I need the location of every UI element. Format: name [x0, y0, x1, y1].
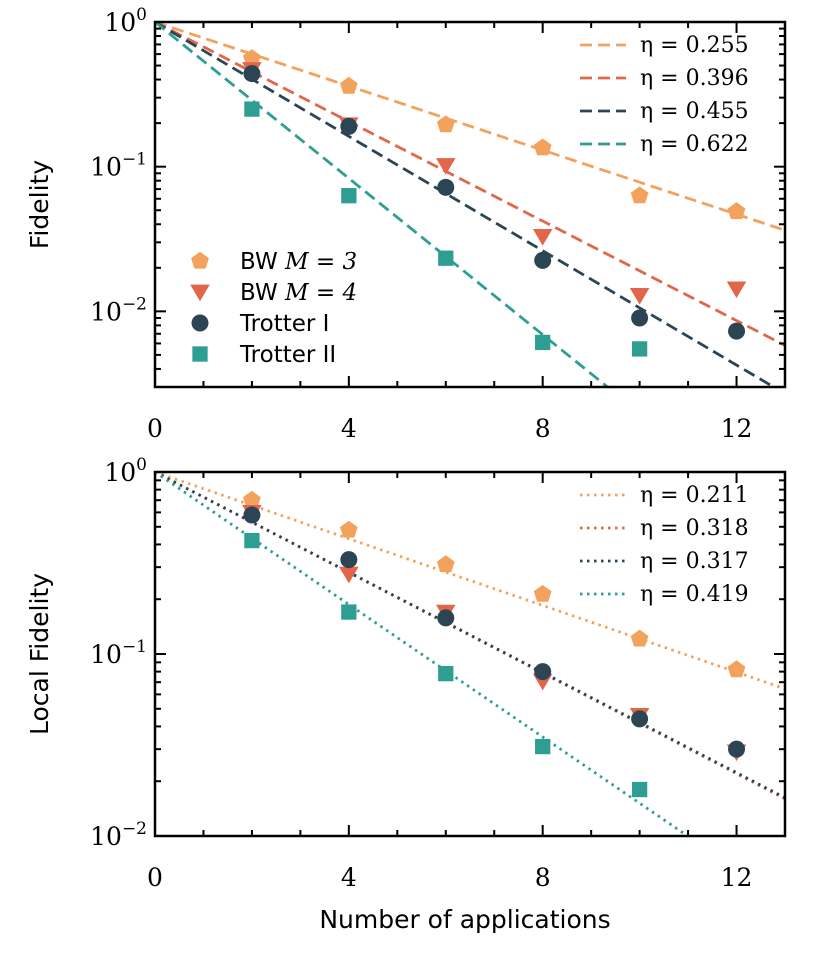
data-point: [437, 609, 455, 627]
data-point: [438, 250, 454, 266]
data-point: [243, 49, 261, 66]
data-point: [534, 663, 552, 681]
series-1: [242, 505, 747, 762]
series-0: [243, 490, 746, 678]
data-point: [534, 251, 552, 269]
legend-series-label-0: BW M = 3: [240, 249, 357, 275]
data-point: [436, 555, 455, 573]
data-point: [243, 490, 261, 508]
legend-marker-1: [190, 284, 210, 302]
data-point: [535, 334, 551, 351]
data-point: [727, 202, 746, 220]
data-point: [631, 781, 648, 798]
data-point: [438, 665, 454, 682]
data-point: [244, 532, 260, 549]
marker-legend: BW M = 3 BW M = 4 Trotter I Trotter II: [190, 249, 357, 368]
data-point: [631, 710, 649, 728]
y-tick-label: 10−2: [90, 294, 147, 326]
x-tick-label: 0: [147, 863, 163, 892]
data-point: [436, 115, 455, 133]
data-point: [340, 117, 358, 135]
data-point: [532, 229, 553, 246]
data-point: [629, 288, 650, 305]
data-point: [341, 188, 357, 204]
fit-line-2: [155, 22, 777, 387]
x-tick-label: 12: [721, 414, 753, 443]
legend-series-label-3: Trotter II: [239, 342, 336, 368]
y-tick-label: 10−1: [90, 637, 147, 669]
data-point: [630, 186, 649, 204]
data-point: [244, 101, 260, 117]
series-3: [244, 532, 648, 798]
legend-label-0: η = 0.211: [640, 483, 749, 508]
legend-label-0: η = 0.255: [640, 33, 749, 58]
data-point: [630, 629, 649, 647]
plot-frame: [153, 20, 787, 389]
data-point: [535, 738, 551, 755]
legend-label-2: η = 0.455: [640, 99, 749, 124]
y-axis-label: Fidelity: [25, 160, 54, 249]
legend-label-2: η = 0.317: [640, 549, 749, 574]
data-point: [340, 551, 358, 569]
legend-series-label-1: BW M = 4: [240, 280, 357, 306]
fit-line-3: [155, 472, 691, 836]
data-point: [533, 584, 552, 602]
x-tick-label: 0: [147, 414, 163, 443]
data-point: [728, 740, 746, 758]
x-tick-label: 4: [341, 863, 357, 892]
x-tick-label: 8: [535, 863, 551, 892]
data-point: [340, 520, 358, 538]
legend-label-1: η = 0.396: [640, 66, 749, 91]
data-point: [340, 76, 358, 94]
y-tick-label: 10−1: [90, 150, 147, 182]
x-tick-label: 4: [341, 414, 357, 443]
series-2: [243, 506, 746, 758]
fit-line-3: [155, 22, 610, 387]
data-point: [243, 65, 261, 83]
y-axis-label: Local Fidelity: [25, 573, 54, 735]
legend-marker-2: [191, 314, 209, 332]
y-tick-label: 100: [104, 5, 147, 37]
fit-lines: [155, 472, 785, 836]
y-tick-label: 10−2: [90, 819, 147, 851]
data-point: [437, 178, 455, 196]
legend-label-3: η = 0.419: [640, 582, 749, 607]
fit-line-0: [155, 472, 785, 691]
series-0: [243, 49, 746, 220]
series-3: [244, 101, 648, 357]
legend-marker-3: [192, 346, 208, 362]
data-point: [533, 138, 552, 156]
data-point: [339, 566, 359, 584]
data-point: [728, 322, 746, 340]
legend-series-label-2: Trotter I: [239, 311, 329, 337]
data-point: [727, 660, 746, 678]
fit-legend: η = 0.211 η = 0.318 η = 0.317 η = 0.419: [580, 483, 749, 607]
legend-label-1: η = 0.318: [640, 516, 749, 541]
fidelity-panel: 0 4 8 12 100 10−1 10−2 Fidelity η = 0.255 η = 0.3…: [25, 5, 787, 443]
x-axis-label: Number of applications: [319, 905, 610, 934]
legend-marker-0: [191, 251, 209, 269]
data-point: [341, 604, 357, 620]
data-point: [631, 341, 648, 357]
y-tick-label: 100: [104, 455, 147, 487]
data-point: [243, 506, 261, 524]
legend-label-3: η = 0.622: [640, 132, 749, 157]
data-point: [435, 158, 456, 175]
data-point: [631, 309, 649, 327]
x-tick-label: 12: [721, 863, 753, 892]
series-2: [243, 65, 746, 340]
fit-legend: η = 0.255 η = 0.396 η = 0.455 η = 0.622: [580, 33, 749, 157]
x-tick-label: 8: [535, 414, 551, 443]
data-point: [726, 281, 747, 299]
